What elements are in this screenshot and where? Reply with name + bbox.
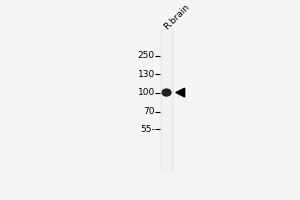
Bar xyxy=(163,29,170,170)
Text: 250: 250 xyxy=(138,51,155,60)
Bar xyxy=(160,29,173,170)
Text: 130: 130 xyxy=(138,70,155,79)
Polygon shape xyxy=(176,88,185,97)
Ellipse shape xyxy=(162,89,171,96)
Text: 70: 70 xyxy=(143,107,155,116)
Text: 100: 100 xyxy=(138,88,155,97)
Text: 55-: 55- xyxy=(140,125,155,134)
Text: R.brain: R.brain xyxy=(163,2,192,31)
